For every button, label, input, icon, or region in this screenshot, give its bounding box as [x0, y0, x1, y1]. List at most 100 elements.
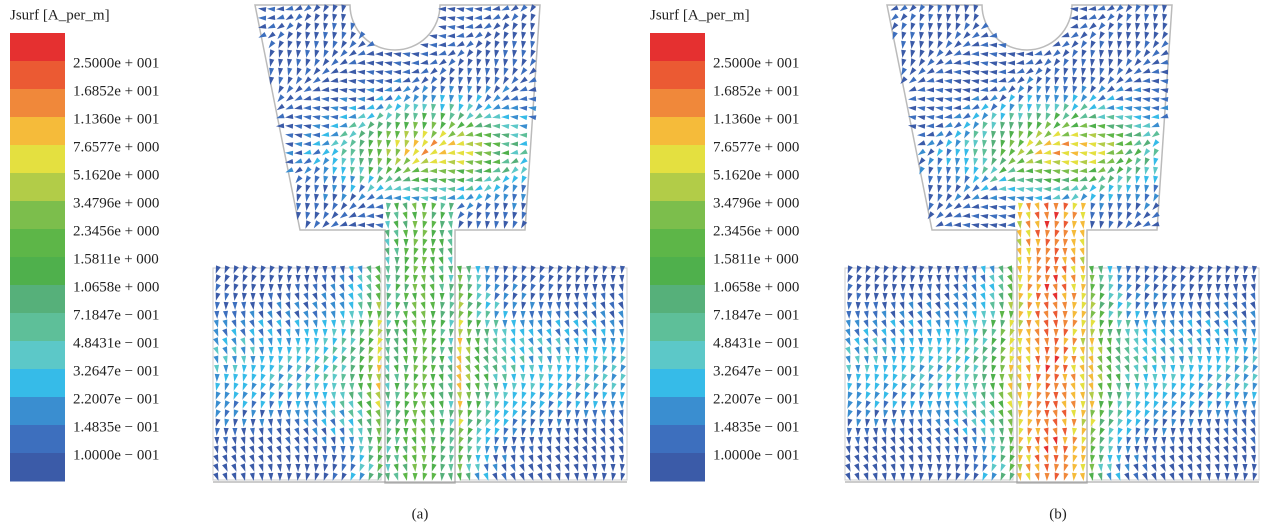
vector-arrow: [601, 419, 606, 427]
vector-arrow: [591, 301, 596, 309]
vector-arrow: [1088, 124, 1096, 129]
vector-arrow: [513, 220, 518, 228]
vector-arrow: [288, 76, 293, 84]
vector-arrow: [911, 22, 916, 30]
vector-arrow: [431, 311, 436, 319]
vector-arrow: [1136, 41, 1141, 49]
color-band: [10, 257, 65, 286]
vector-arrow: [1151, 97, 1159, 102]
vector-arrow: [466, 41, 474, 48]
vector-arrow: [384, 79, 392, 84]
vector-arrow: [621, 383, 626, 391]
vector-arrow: [846, 320, 851, 328]
vector-arrow: [456, 25, 464, 30]
vector-arrow: [286, 419, 291, 427]
vector-arrow: [1241, 319, 1246, 327]
vector-arrow: [1108, 329, 1113, 337]
vector-arrow: [477, 310, 482, 318]
vector-arrow: [375, 265, 380, 273]
vector-arrow: [402, 69, 410, 74]
vector-arrow: [357, 283, 363, 291]
vector-arrow: [404, 148, 410, 156]
vector-arrow: [249, 463, 254, 471]
legend-label: 7.1847e − 001: [713, 307, 799, 323]
vector-arrow: [998, 61, 1006, 66]
vector-arrow: [429, 43, 437, 48]
vector-arrow: [252, 391, 257, 399]
vector-arrow: [1061, 178, 1069, 183]
vector-arrow: [955, 130, 962, 138]
vector-arrow: [855, 311, 860, 319]
vector-arrow: [1224, 338, 1229, 346]
vector-arrow: [1160, 463, 1166, 471]
vector-arrow: [1073, 437, 1078, 445]
vector-arrow: [1124, 124, 1132, 129]
vector-arrow: [449, 95, 454, 103]
vector-arrow: [495, 76, 500, 84]
vector-arrow: [503, 76, 509, 84]
vector-arrow: [242, 391, 248, 399]
vector-arrow: [396, 112, 401, 120]
vector-arrow: [278, 275, 283, 283]
vector-arrow: [449, 67, 455, 75]
vector-arrow: [314, 364, 320, 372]
vector-arrow: [1055, 355, 1060, 363]
vector-arrow: [304, 86, 312, 92]
vector-arrow: [1034, 196, 1042, 201]
vector-arrow: [1035, 347, 1040, 355]
vector-arrow: [477, 283, 482, 291]
vector-arrow: [1000, 122, 1005, 130]
vector-arrow: [574, 338, 579, 346]
vector-arrow: [980, 195, 988, 200]
vector-arrow: [1196, 328, 1201, 336]
vector-arrow: [511, 86, 519, 93]
vector-arrow: [981, 302, 986, 310]
vector-arrow: [448, 464, 453, 472]
vector-arrow: [1253, 355, 1258, 363]
vector-arrow: [935, 88, 943, 93]
vector-arrow: [243, 374, 248, 382]
vector-arrow: [1090, 401, 1095, 409]
vector-arrow: [375, 61, 383, 66]
vector-arrow: [294, 115, 302, 120]
color-band: [650, 229, 705, 258]
vector-arrow: [467, 49, 474, 57]
vector-arrow: [1062, 419, 1067, 427]
vector-arrow: [394, 166, 401, 173]
vector-arrow: [1151, 337, 1156, 345]
vector-arrow: [1007, 214, 1015, 219]
vector-arrow: [476, 320, 481, 328]
vector-arrow: [1223, 319, 1228, 327]
vector-arrow: [964, 355, 970, 363]
vector-arrow: [521, 166, 528, 174]
vector-arrow: [348, 122, 356, 128]
vector-arrow: [510, 133, 518, 138]
vector-arrow: [1106, 158, 1114, 164]
vector-arrow: [495, 203, 500, 211]
vector-arrow: [962, 60, 970, 65]
vector-arrow: [1055, 221, 1060, 229]
vector-arrow: [919, 32, 924, 40]
vector-arrow: [901, 50, 906, 58]
vector-arrow: [393, 472, 398, 480]
vector-arrow: [1064, 211, 1069, 219]
vector-arrow: [1107, 383, 1112, 391]
vector-arrow: [296, 203, 301, 211]
vector-arrow: [223, 356, 228, 364]
vector-arrow: [989, 43, 997, 48]
vector-arrow: [330, 106, 338, 111]
vector-arrow: [486, 50, 491, 58]
vector-arrow: [1061, 132, 1069, 137]
vector-arrow: [1223, 301, 1228, 309]
vector-arrow: [1025, 196, 1033, 201]
vector-arrow: [1045, 275, 1050, 283]
vector-arrow: [1007, 61, 1015, 66]
vector-arrow: [1070, 169, 1078, 174]
vector-arrow: [511, 455, 516, 463]
vector-arrow: [1145, 302, 1150, 310]
vector-arrow: [313, 77, 321, 84]
vector-arrow: [432, 230, 437, 238]
vector-arrow: [512, 311, 517, 319]
vector-arrow: [456, 178, 464, 183]
vector-arrow: [1090, 31, 1097, 39]
